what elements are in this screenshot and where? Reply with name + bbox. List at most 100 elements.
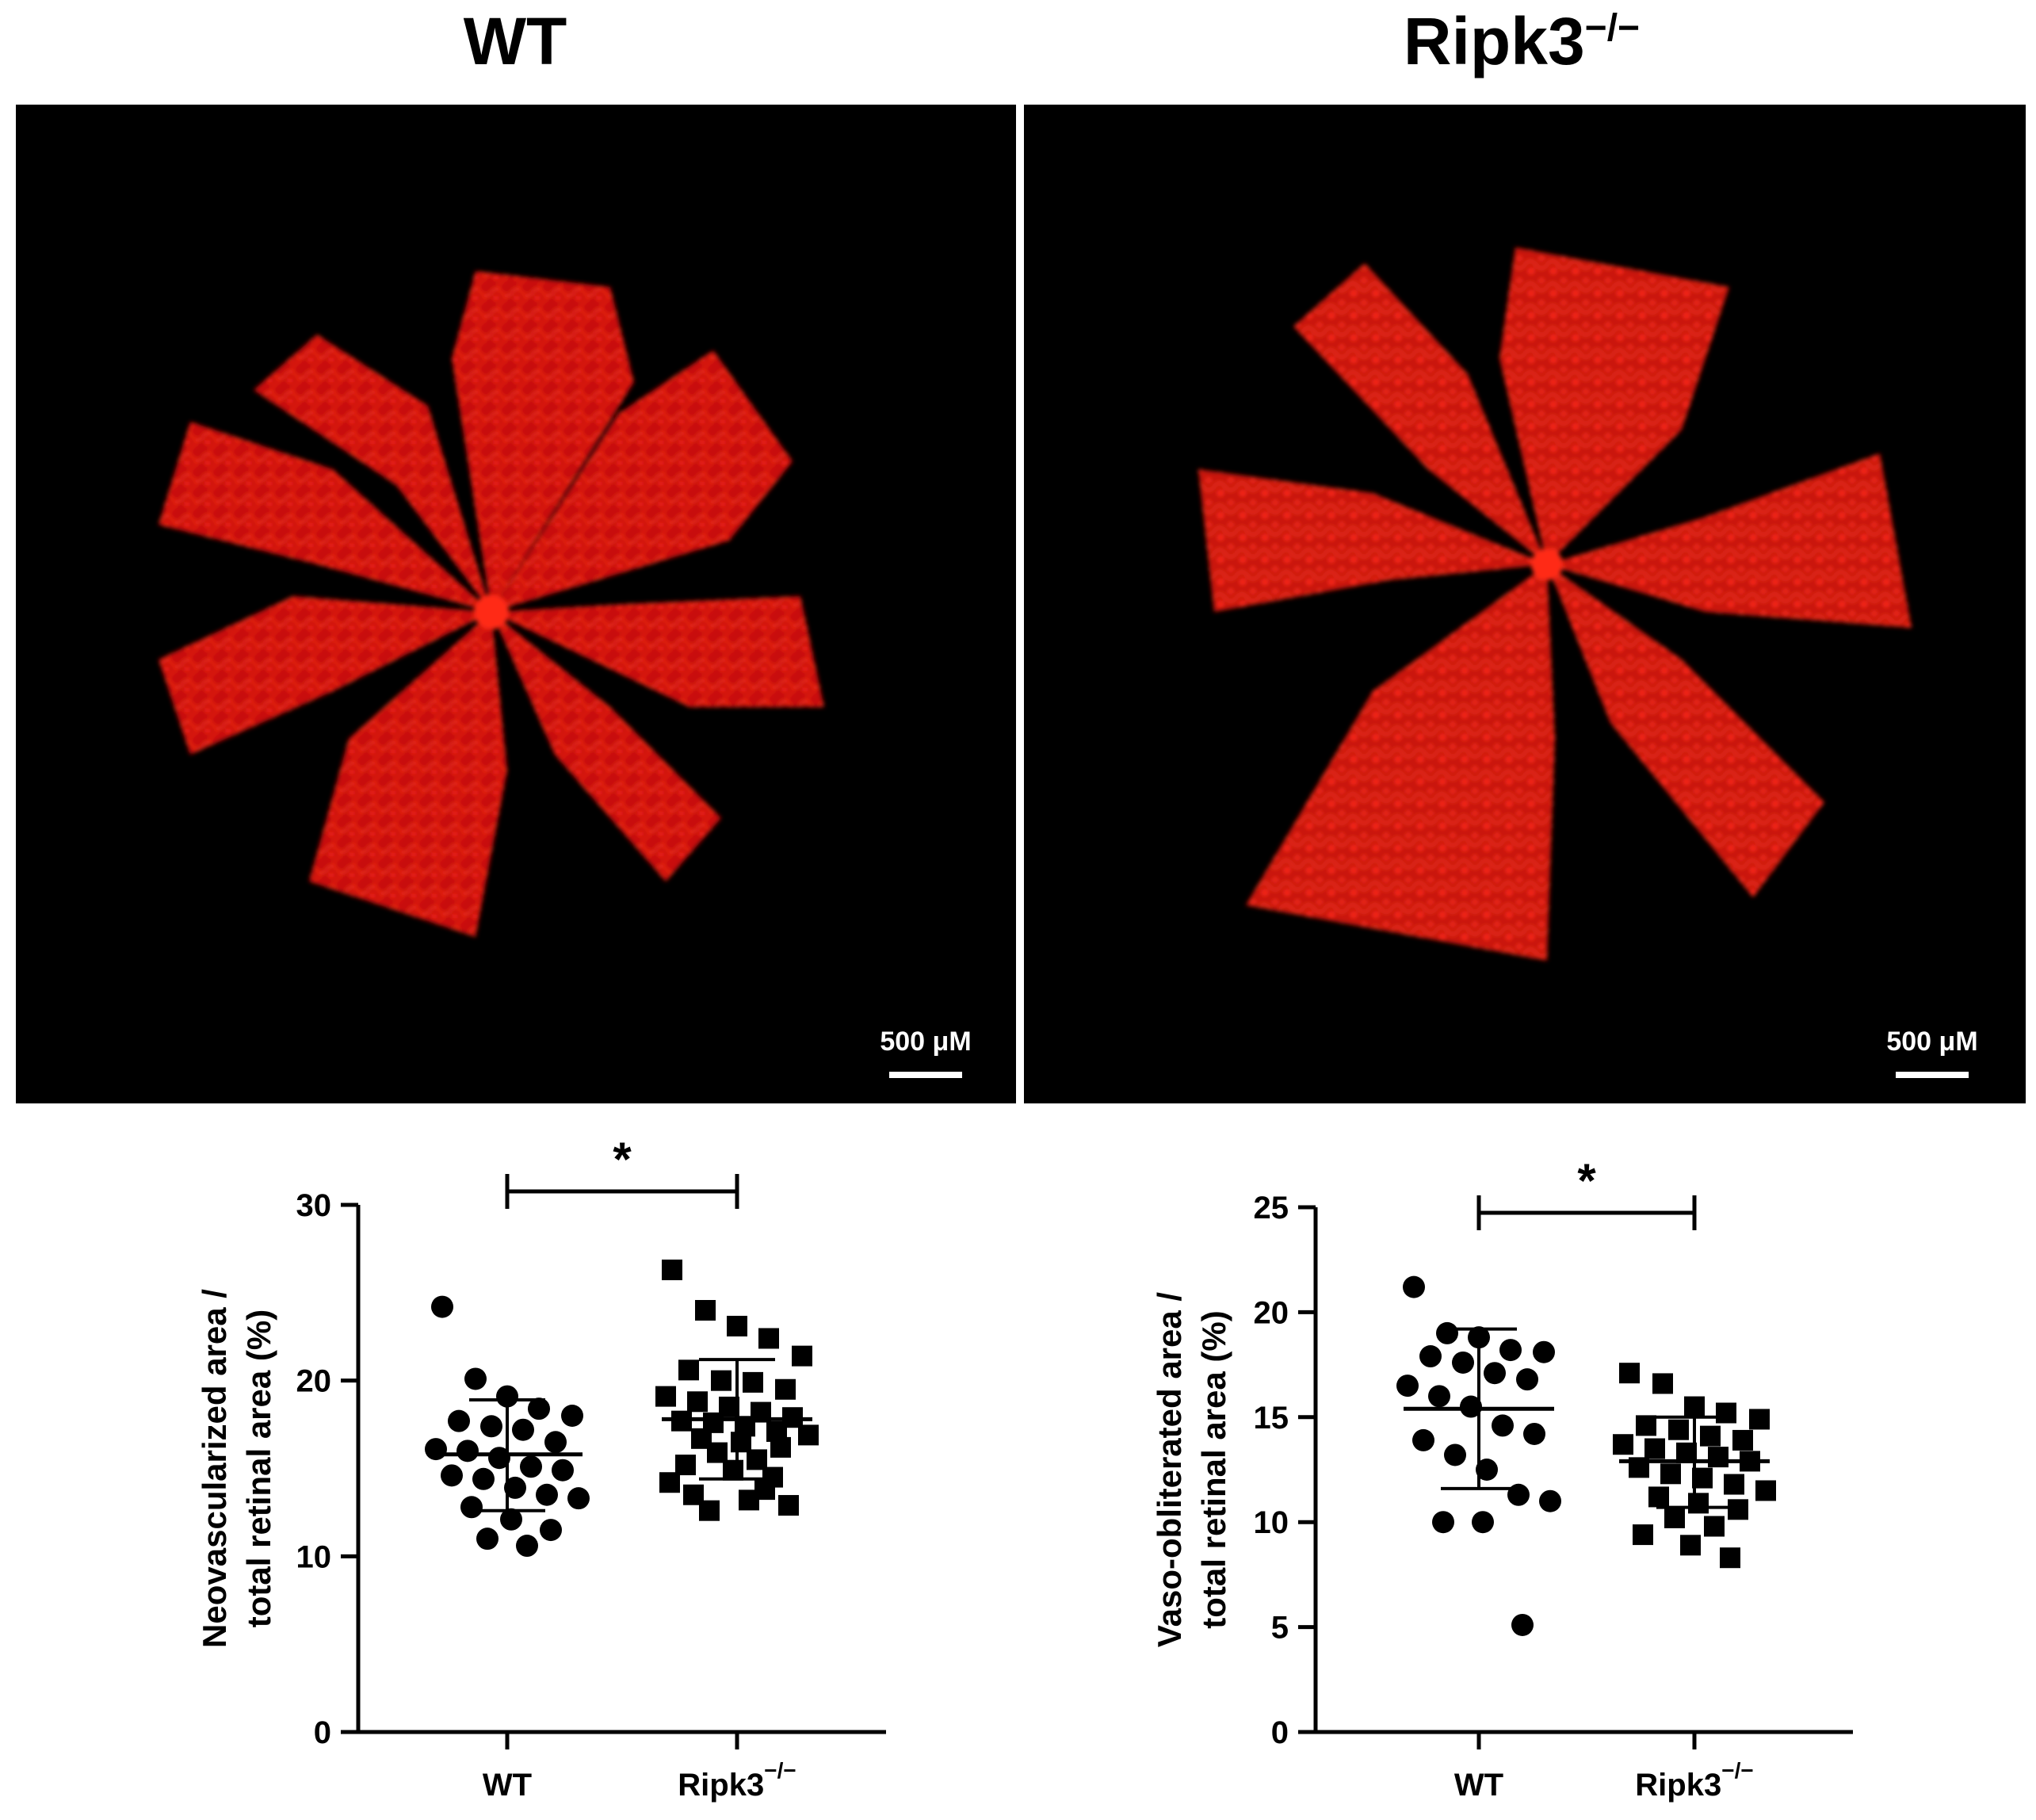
data-point (1660, 1463, 1681, 1485)
petal (1547, 564, 1824, 897)
data-point (1700, 1425, 1721, 1447)
data-point (1460, 1395, 1482, 1418)
y-tick-label: 10 (1254, 1505, 1289, 1540)
data-point (739, 1489, 759, 1511)
micrograph-wt: 500 μM (16, 105, 1016, 1103)
petal (1547, 453, 1912, 628)
data-point (425, 1438, 447, 1461)
data-point (687, 1391, 708, 1413)
data-point (500, 1508, 522, 1531)
data-point (561, 1405, 583, 1427)
petal (491, 596, 824, 707)
data-point (659, 1472, 680, 1493)
data-point (456, 1440, 479, 1462)
data-point (1476, 1459, 1498, 1481)
y-tick-label: 20 (1254, 1295, 1289, 1330)
data-point (695, 1300, 716, 1321)
scalebar-line (889, 1072, 962, 1078)
data-point (770, 1436, 791, 1458)
data-point (1412, 1428, 1434, 1451)
scalebar-label: 500 μM (880, 1027, 972, 1057)
data-point (1668, 1419, 1689, 1440)
data-point (448, 1409, 470, 1432)
x-tick-label: Ripk3−/− (1635, 1758, 1753, 1803)
chart-neovascularized: 0 10 20 30 WT Ripk3−/− Neovascularized area / t… (196, 1133, 886, 1803)
petal (254, 335, 491, 612)
data-point (464, 1367, 487, 1390)
significance-star: * (1577, 1154, 1596, 1207)
data-point (1664, 1507, 1685, 1528)
data-point (552, 1459, 574, 1482)
data-point (512, 1418, 534, 1441)
y-axis-label: total retinal area (%) (240, 1310, 277, 1627)
petal (491, 350, 793, 612)
data-point (1680, 1535, 1701, 1556)
data-point (731, 1432, 751, 1453)
data-point (496, 1385, 518, 1408)
data-point (1732, 1429, 1753, 1451)
data-point (1436, 1321, 1458, 1344)
petal (452, 271, 634, 612)
data-point (675, 1455, 696, 1476)
data-point (1472, 1511, 1494, 1534)
x-tick-label: WT (1454, 1768, 1503, 1803)
data-point (707, 1442, 728, 1463)
data-point (441, 1464, 463, 1487)
data-point (504, 1476, 526, 1499)
data-point (431, 1295, 453, 1318)
y-tick-label: 10 (296, 1539, 332, 1574)
data-point (1511, 1613, 1534, 1636)
data-point (1419, 1345, 1442, 1368)
data-point (476, 1528, 498, 1550)
data-point (1619, 1363, 1640, 1384)
data-point (1428, 1385, 1450, 1408)
y-tick-label: 0 (1271, 1715, 1289, 1750)
retina-flatmount-ripk3 (1198, 247, 1912, 961)
data-point (778, 1495, 799, 1516)
data-point (1403, 1275, 1425, 1298)
petal (1246, 564, 1555, 961)
data-point (1533, 1340, 1555, 1363)
data-point (1749, 1409, 1770, 1430)
significance-star: * (613, 1133, 632, 1186)
petal (1293, 263, 1547, 564)
data-point (1755, 1480, 1776, 1501)
panel-title-wt: WT (463, 4, 567, 78)
data-point (528, 1398, 550, 1420)
data-point (699, 1500, 720, 1521)
petal (159, 596, 491, 755)
data-point (1684, 1396, 1705, 1417)
data-point (1704, 1516, 1725, 1537)
data-point (775, 1378, 796, 1400)
data-point (480, 1415, 502, 1438)
data-point (678, 1359, 699, 1381)
data-point (727, 1315, 747, 1336)
data-point (1492, 1414, 1514, 1437)
data-point (711, 1370, 732, 1391)
petal (491, 612, 721, 881)
data-point (758, 1328, 779, 1349)
y-tick-label: 30 (296, 1188, 332, 1223)
data-point (1716, 1402, 1736, 1424)
data-point (488, 1447, 510, 1470)
data-point (1396, 1375, 1419, 1398)
y-tick-label: 5 (1271, 1611, 1289, 1646)
data-point (1539, 1489, 1561, 1512)
petal (159, 422, 491, 612)
data-point (1444, 1443, 1466, 1466)
scalebar-label: 500 μM (1886, 1027, 1978, 1057)
data-point (1523, 1422, 1545, 1445)
data-point (655, 1386, 676, 1407)
data-point (472, 1467, 495, 1490)
data-point (792, 1345, 812, 1367)
data-point (723, 1459, 743, 1481)
data-point (536, 1483, 558, 1506)
y-axis-label: Vaso-obliterated area / (1151, 1292, 1188, 1648)
data-point (540, 1519, 562, 1542)
data-point (520, 1455, 542, 1478)
data-point (1652, 1373, 1673, 1394)
data-point (1613, 1434, 1633, 1455)
data-point (1516, 1368, 1538, 1391)
data-point (1720, 1547, 1740, 1569)
